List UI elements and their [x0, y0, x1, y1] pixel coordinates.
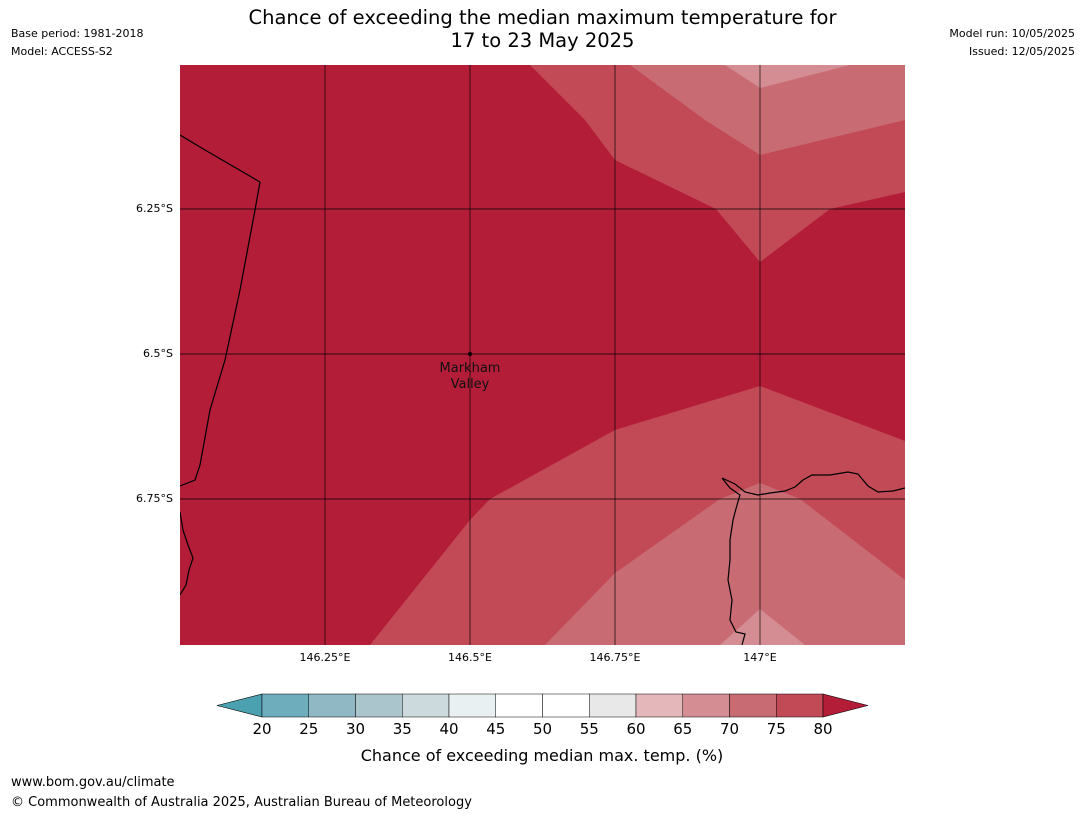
- colorbar-tick-label: 35: [392, 720, 412, 738]
- colorbar-tick-label: 50: [532, 720, 553, 738]
- meta-left: Base period: 1981-2018 Model: ACCESS-S2: [11, 25, 143, 61]
- place-label-line: Markham: [440, 361, 501, 376]
- colorbar-tick-label: 75: [766, 720, 786, 738]
- colorbar-tick-label: 20: [252, 720, 272, 738]
- lon-tick: 146.5°E: [448, 651, 492, 664]
- place-marker: Markham Valley: [440, 352, 501, 392]
- graticule: [180, 65, 905, 645]
- band-60-65-bottom: [720, 609, 805, 645]
- colorbar-tick-label: 40: [439, 720, 459, 738]
- band-65-70-bottom: [545, 483, 905, 645]
- probability-bands: [180, 65, 905, 645]
- base-period: Base period: 1981-2018: [11, 27, 144, 40]
- markham-valley-point: [468, 352, 472, 356]
- colorbar-title: Chance of exceeding median max. temp. (%…: [360, 746, 724, 765]
- colorbar-tick-label: 70: [719, 720, 740, 738]
- lat-tick: 6.25°S: [136, 202, 173, 215]
- model-name: Model: ACCESS-S2: [11, 45, 113, 58]
- border-line-west: [180, 134, 261, 487]
- title-line-2: 17 to 23 May 2025: [450, 29, 635, 52]
- colorbar-tick-label: 25: [299, 720, 319, 738]
- model-run: Model run: 10/05/2025: [949, 27, 1075, 40]
- coastline: [180, 134, 905, 645]
- colorbar-tick-label: 80: [813, 720, 833, 738]
- place-label: Markham Valley: [440, 361, 501, 392]
- title-line-1: Chance of exceeding the median maximum t…: [248, 6, 837, 29]
- footer-url: www.bom.gov.au/climate: [11, 775, 175, 790]
- lon-tick: 147°E: [743, 651, 777, 664]
- band-65-70-top: [630, 65, 905, 155]
- coast-southeast: [721, 471, 905, 645]
- lon-tick: 146.75°E: [589, 651, 641, 664]
- colorbar-tick-label: 65: [673, 720, 693, 738]
- meta-right: Model run: 10/05/2025 Issued: 12/05/2025: [949, 25, 1075, 61]
- issued-date: Issued: 12/05/2025: [968, 45, 1075, 58]
- forecast-map: Markham Valley: [180, 65, 905, 645]
- lon-tick: 146.25°E: [299, 651, 351, 664]
- colorbar-tick-label: 55: [579, 720, 599, 738]
- map-title: Chance of exceeding the median maximum t…: [180, 6, 905, 52]
- colorbar-tick-label: 45: [486, 720, 506, 738]
- colorbar-tick-label: 30: [345, 720, 366, 738]
- band-60-65-top: [725, 65, 850, 88]
- colorbar-tick-label: 60: [626, 720, 646, 738]
- lat-tick: 6.75°S: [136, 492, 173, 505]
- place-label-line: Valley: [451, 377, 490, 392]
- coast-southwest: [180, 511, 194, 596]
- footer-copyright: © Commonwealth of Australia 2025, Austra…: [11, 795, 472, 810]
- lat-tick: 6.5°S: [143, 347, 173, 360]
